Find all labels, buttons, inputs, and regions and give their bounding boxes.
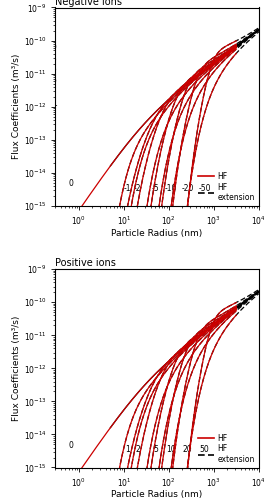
- Text: 50: 50: [200, 446, 209, 454]
- Text: -1: -1: [49, 361, 57, 370]
- Text: -10: -10: [44, 328, 57, 337]
- Text: 20: 20: [183, 446, 192, 454]
- Text: -50: -50: [44, 305, 57, 314]
- Text: -10: -10: [164, 184, 177, 192]
- Text: 2: 2: [52, 90, 57, 98]
- Legend: HF, HF
extension: HF, HF extension: [199, 172, 255, 202]
- Text: 5: 5: [153, 446, 158, 454]
- X-axis label: Particle Radius (nm): Particle Radius (nm): [111, 228, 203, 237]
- Text: -1: -1: [124, 184, 131, 192]
- Text: 10: 10: [166, 446, 176, 454]
- X-axis label: Particle Radius (nm): Particle Radius (nm): [111, 490, 203, 500]
- Text: -2: -2: [49, 352, 57, 360]
- Text: 0: 0: [69, 440, 74, 450]
- Text: Positive ions: Positive ions: [55, 258, 116, 268]
- Text: 1: 1: [125, 446, 130, 454]
- Text: 1: 1: [52, 100, 57, 108]
- Text: 0: 0: [69, 179, 74, 188]
- Text: 10: 10: [47, 66, 57, 76]
- Text: -20: -20: [181, 184, 194, 192]
- Text: Negative ions: Negative ions: [55, 0, 122, 6]
- Y-axis label: Flux Coefficients (m³/s): Flux Coefficients (m³/s): [12, 54, 21, 160]
- Text: 5: 5: [52, 76, 57, 86]
- Text: 2: 2: [135, 446, 140, 454]
- Text: 50: 50: [47, 44, 57, 52]
- Text: -2: -2: [134, 184, 141, 192]
- Text: -5: -5: [49, 338, 57, 347]
- Y-axis label: Flux Coefficients (m³/s): Flux Coefficients (m³/s): [12, 316, 21, 421]
- Text: 20: 20: [47, 56, 57, 66]
- Legend: HF, HF
extension: HF, HF extension: [199, 434, 255, 464]
- Text: -5: -5: [152, 184, 159, 192]
- Text: -50: -50: [198, 184, 211, 192]
- Text: -20: -20: [44, 318, 57, 327]
